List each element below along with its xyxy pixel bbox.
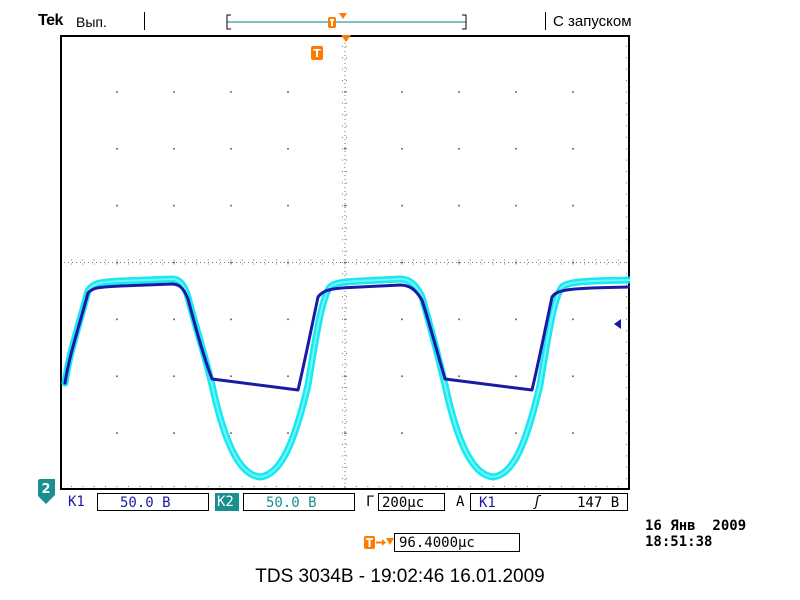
datetime-readout: 16 Янв 2009 18:51:38 <box>645 518 746 550</box>
horizontal-position-readout[interactable]: 96.4000µс <box>394 533 520 552</box>
acquisition-status: Вып. <box>76 14 107 30</box>
trigger-source-prefix: А <box>456 494 465 510</box>
waveform-display[interactable]: T <box>60 35 630 490</box>
trigger-readout-box[interactable]: К1 ʃ 147 В <box>470 493 628 511</box>
record-position-arrow-icon <box>339 13 347 19</box>
ch2-waveform <box>63 282 630 392</box>
trigger-mode-status: С запуском <box>553 13 632 30</box>
trigger-level: 147 В <box>577 495 620 511</box>
horizontal-position-icon <box>364 536 394 549</box>
ch2-scale-box[interactable]: 50.0 В <box>243 493 355 511</box>
graticule <box>60 35 630 490</box>
svg-text:T: T <box>313 47 321 60</box>
ch1-label[interactable]: К1 <box>68 494 85 510</box>
timebase-box[interactable]: 200µс <box>378 493 445 511</box>
screenshot-caption: TDS 3034B - 19:02:46 16.01.2009 <box>255 566 545 587</box>
trigger-point-arrow-icon <box>341 35 351 42</box>
ch1-scale-value: 50.0 В <box>120 495 171 511</box>
status-separator <box>545 12 546 30</box>
status-separator <box>144 12 145 30</box>
trigger-slope-icon: ʃ <box>533 494 542 510</box>
ch1-scale-box[interactable]: 50.0 В <box>97 493 209 511</box>
brand-logo: Tek <box>38 12 63 29</box>
time-value: 18:51:38 <box>645 534 713 550</box>
ch2-ground-marker[interactable]: 2 <box>38 479 60 507</box>
trigger-position-icon: T <box>311 46 323 60</box>
ch2-scale-value: 50.0 В <box>266 495 317 511</box>
date-value: 16 Янв 2009 <box>645 518 747 534</box>
timebase-value: 200µс <box>382 495 425 511</box>
ch2-label: К2 <box>217 494 234 510</box>
trigger-source: К1 <box>479 495 496 511</box>
ch1-waveform <box>61 275 630 481</box>
channel-readout-bar: К1 50.0 В К2 50.0 В Г 200µс А К1 ʃ 147 В <box>60 492 630 514</box>
trigger-level-arrow-icon[interactable] <box>614 319 621 329</box>
ch2-label-badge[interactable]: К2 <box>215 493 239 511</box>
top-status-bar: Tek Вып. С запуском <box>0 0 800 36</box>
svg-text:2: 2 <box>41 482 50 497</box>
timebase-label: Г <box>366 494 375 510</box>
record-view-indicator[interactable] <box>220 8 470 34</box>
record-trigger-icon <box>328 17 336 28</box>
horizontal-position-value: 96.4000µс <box>399 535 475 551</box>
